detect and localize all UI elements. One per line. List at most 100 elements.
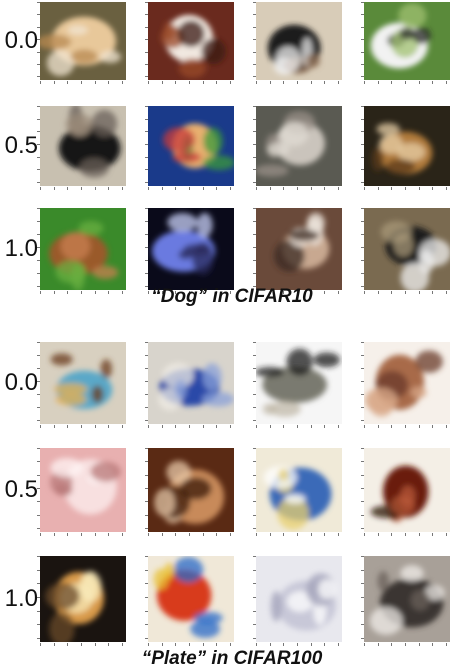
x-axis-ticks <box>256 425 342 431</box>
x-axis-ticks <box>364 533 450 539</box>
y-axis-ticks <box>358 106 364 186</box>
image-row: 0.0 <box>0 342 464 428</box>
plate-photo-pink-bowl <box>40 448 126 532</box>
dog-photo-collie-face <box>364 106 450 186</box>
image-cell <box>361 2 450 84</box>
image-row: 1.0 <box>0 208 464 294</box>
image-cell <box>253 556 342 646</box>
y-axis-ticks <box>250 208 256 290</box>
x-axis-ticks <box>148 187 234 193</box>
dog-photo-on-grass <box>364 2 450 80</box>
image-cell <box>37 342 126 428</box>
image-cell <box>145 448 234 536</box>
image-cell <box>253 448 342 536</box>
y-axis-ticks <box>250 556 256 642</box>
row-label: 0.0 <box>4 369 38 396</box>
plate-photo-decorated-bowl <box>40 342 126 424</box>
row-label: 1.0 <box>4 235 38 262</box>
image-cell <box>361 106 450 190</box>
image-cell <box>145 106 234 190</box>
y-axis-ticks <box>34 208 40 290</box>
plate-photo-blue-bowl <box>148 342 234 424</box>
plate-photo-window-bowl <box>364 556 450 642</box>
x-axis-ticks <box>256 291 342 297</box>
y-axis-ticks <box>142 448 148 532</box>
dog-photo-cavalier <box>148 2 234 80</box>
image-row: 1.0 <box>0 556 464 646</box>
row-label: 0.5 <box>4 132 38 159</box>
image-cell <box>361 448 450 536</box>
dog-photo-puppy-blue-blanket <box>148 106 234 186</box>
x-axis-ticks <box>40 187 126 193</box>
y-axis-ticks <box>34 106 40 186</box>
dog-photo-white-fluffy <box>256 106 342 186</box>
y-axis-ticks <box>142 106 148 186</box>
image-cell <box>145 342 234 428</box>
image-cell <box>145 208 234 294</box>
image-cell <box>361 342 450 428</box>
x-axis-ticks <box>256 187 342 193</box>
y-axis-ticks <box>358 2 364 80</box>
x-axis-ticks <box>364 187 450 193</box>
image-row: 0.5 <box>0 448 464 536</box>
dog-photo-black-white-playing <box>364 208 450 290</box>
dog-photo-black-white <box>256 2 342 80</box>
y-axis-ticks <box>142 556 148 642</box>
image-cell <box>253 106 342 190</box>
y-axis-ticks <box>250 342 256 424</box>
dog-photo-brown-on-grass <box>40 208 126 290</box>
y-axis-ticks <box>34 2 40 80</box>
image-row: 0.0 <box>0 2 464 84</box>
y-axis-ticks <box>250 106 256 186</box>
plate-photo-dark-red-bowl <box>364 448 450 532</box>
plate-photo-goblet-bowl <box>256 342 342 424</box>
image-cell <box>253 2 342 84</box>
y-axis-ticks <box>142 342 148 424</box>
y-axis-ticks <box>358 556 364 642</box>
row-label: 0.5 <box>4 476 38 503</box>
dog-photo-pekingese <box>40 2 126 80</box>
dog-photo-black-dog-sitting <box>40 106 126 186</box>
image-cell <box>37 556 126 646</box>
image-cell <box>361 556 450 646</box>
panel-caption: “Dog” in CIFAR10 <box>151 286 313 307</box>
image-cell <box>145 556 234 646</box>
y-axis-ticks <box>34 342 40 424</box>
x-axis-ticks <box>256 533 342 539</box>
image-cell <box>37 448 126 536</box>
x-axis-ticks <box>40 533 126 539</box>
plate-photo-paw-plate <box>256 448 342 532</box>
image-row: 0.5 <box>0 106 464 190</box>
x-axis-ticks <box>40 81 126 87</box>
x-axis-ticks <box>256 81 342 87</box>
y-axis-ticks <box>34 448 40 532</box>
row-label: 0.0 <box>4 27 38 54</box>
image-cell <box>253 342 342 428</box>
dog-photo-dog-face-closeup <box>256 208 342 290</box>
x-axis-ticks <box>40 291 126 297</box>
x-axis-ticks <box>364 643 450 649</box>
image-cell <box>37 2 126 84</box>
y-axis-ticks <box>358 448 364 532</box>
plate-photo-colorful-cup <box>148 556 234 642</box>
row-label: 1.0 <box>4 585 38 612</box>
x-axis-ticks <box>364 81 450 87</box>
dog-photo-blue-tinted <box>148 208 234 290</box>
y-axis-ticks <box>250 448 256 532</box>
y-axis-ticks <box>250 2 256 80</box>
x-axis-ticks <box>148 643 234 649</box>
y-axis-ticks <box>358 342 364 424</box>
x-axis-ticks <box>40 425 126 431</box>
image-cell <box>37 106 126 190</box>
plate-photo-lamp-bowl <box>40 556 126 642</box>
x-axis-ticks <box>256 643 342 649</box>
x-axis-ticks <box>364 291 450 297</box>
image-cell <box>361 208 450 294</box>
y-axis-ticks <box>358 208 364 290</box>
plate-photo-rusty-plate <box>148 448 234 532</box>
image-cell <box>253 208 342 294</box>
x-axis-ticks <box>364 425 450 431</box>
x-axis-ticks <box>148 81 234 87</box>
y-axis-ticks <box>142 208 148 290</box>
x-axis-ticks <box>148 425 234 431</box>
